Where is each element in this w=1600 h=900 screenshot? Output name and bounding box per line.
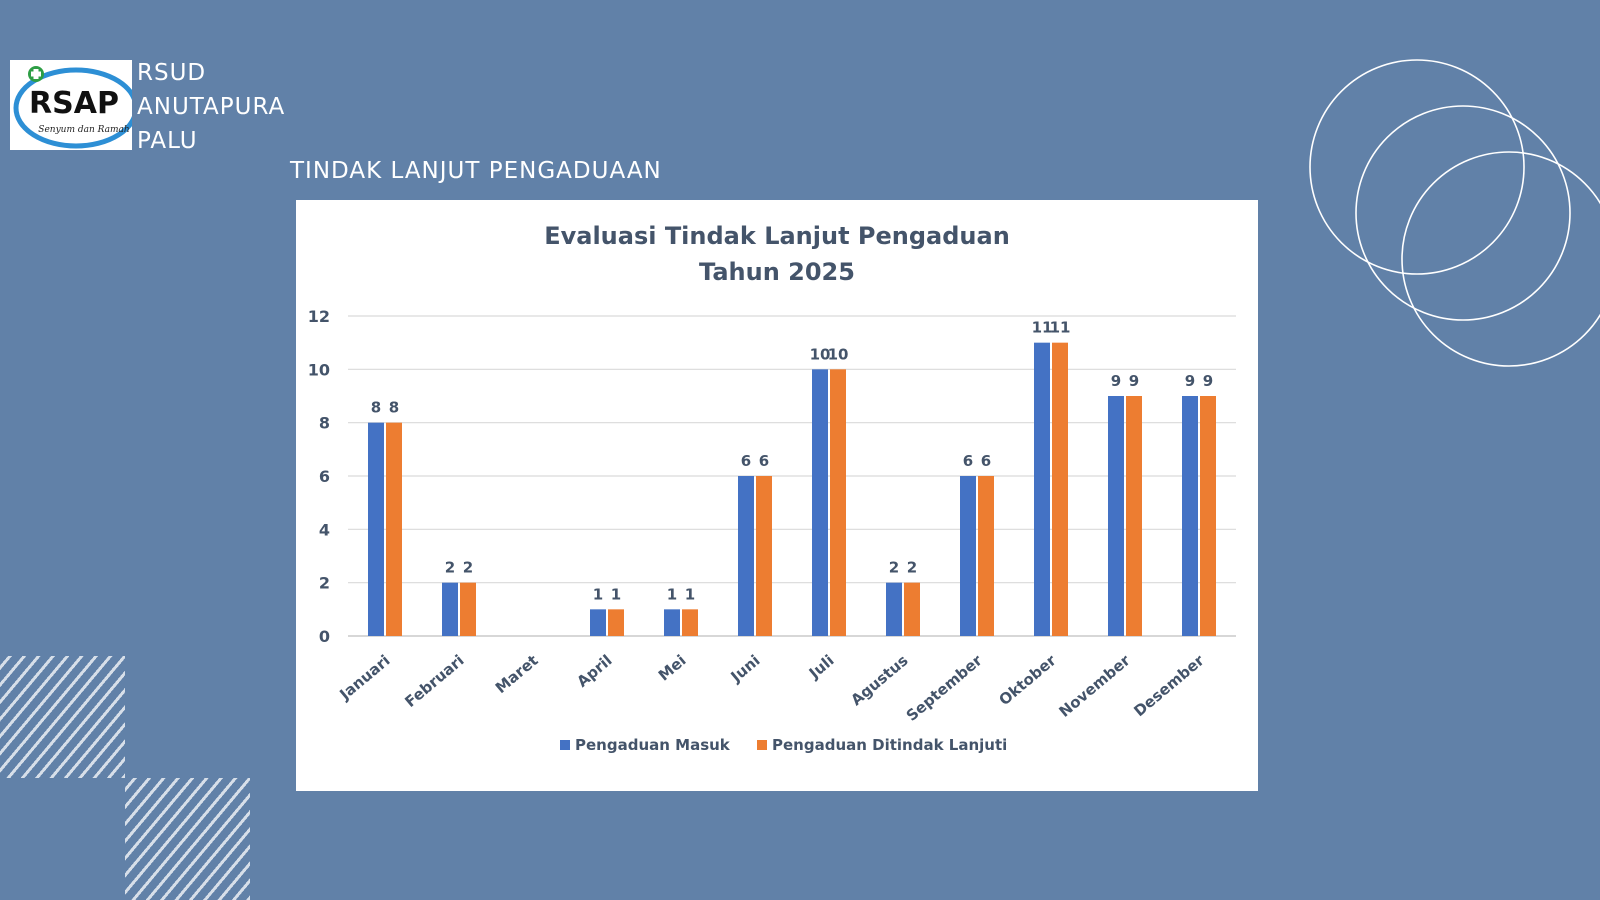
logo-text: RSAP — [29, 86, 119, 121]
chart-subtitle: Tahun 2025 — [699, 258, 855, 286]
data-label: 11 — [1032, 319, 1053, 337]
x-tick-label: Juni — [727, 651, 764, 686]
bar-pengaduan-ditindak-lanjuti — [386, 422, 402, 636]
bar-pengaduan-ditindak-lanjuti — [608, 609, 624, 636]
x-tick-label: Agustus — [847, 651, 911, 709]
data-label: 9 — [1111, 372, 1121, 390]
bar-pengaduan-ditindak-lanjuti — [460, 582, 476, 636]
hospital-name-line-3: PALU — [137, 128, 198, 154]
decorative-circles — [1309, 59, 1600, 367]
data-label: 2 — [907, 559, 917, 577]
deco-circle — [1309, 59, 1525, 275]
x-tick-label: Oktober — [996, 651, 1061, 709]
bar-pengaduan-ditindak-lanjuti — [682, 609, 698, 636]
data-label: 10 — [828, 345, 849, 363]
data-label: 1 — [611, 585, 621, 603]
y-tick-label: 10 — [308, 360, 330, 379]
x-tick-label: November — [1056, 651, 1134, 721]
bar-pengaduan-ditindak-lanjuti — [1126, 396, 1142, 636]
deco-circle — [1355, 105, 1571, 321]
x-tick-label: Mei — [655, 651, 690, 684]
data-label: 2 — [445, 559, 455, 577]
bar-pengaduan-ditindak-lanjuti — [904, 582, 920, 636]
data-label: 6 — [741, 452, 751, 470]
data-label: 10 — [810, 345, 831, 363]
logo-graphic: RSAP Senyum dan Ramah — [13, 66, 132, 149]
bar-pengaduan-masuk — [442, 582, 458, 636]
bar-pengaduan-ditindak-lanjuti — [1052, 342, 1068, 636]
data-label: 9 — [1185, 372, 1195, 390]
y-tick-label: 2 — [319, 574, 330, 593]
chart-card: Evaluasi Tindak Lanjut Pengaduan Tahun 20… — [296, 200, 1258, 791]
data-label: 6 — [759, 452, 769, 470]
deco-circle — [1401, 151, 1600, 367]
decorative-stripes — [0, 656, 125, 778]
data-label: 11 — [1050, 319, 1071, 337]
data-label: 8 — [389, 399, 399, 417]
bar-pengaduan-masuk — [812, 369, 828, 636]
hospital-name: RSUD ANUTAPURA PALU — [137, 56, 285, 158]
data-label: 1 — [593, 585, 603, 603]
data-label: 9 — [1203, 372, 1213, 390]
x-tick-label: Maret — [492, 651, 542, 697]
legend-label: Pengaduan Ditindak Lanjuti — [772, 736, 1007, 754]
decorative-stripes — [125, 778, 250, 900]
data-label: 9 — [1129, 372, 1139, 390]
x-tick-label: Desember — [1130, 651, 1208, 720]
page-title: TINDAK LANJUT PENGADUAAN — [290, 158, 662, 184]
chart-title: Evaluasi Tindak Lanjut Pengaduan — [544, 222, 1010, 250]
y-tick-label: 4 — [319, 520, 330, 539]
bar-pengaduan-masuk — [1034, 342, 1050, 636]
y-tick-label: 8 — [319, 414, 330, 433]
data-label: 1 — [667, 585, 677, 603]
bar-pengaduan-masuk — [886, 582, 902, 636]
y-tick-label: 12 — [308, 307, 330, 326]
hospital-name-line-2: ANUTAPURA — [137, 94, 286, 120]
x-tick-label: Februari — [401, 651, 467, 711]
data-label: 6 — [981, 452, 991, 470]
x-tick-label: Juli — [805, 651, 838, 682]
y-tick-label: 6 — [319, 467, 330, 486]
bar-pengaduan-masuk — [960, 476, 976, 636]
data-label: 2 — [463, 559, 473, 577]
data-label: 1 — [685, 585, 695, 603]
bar-pengaduan-masuk — [1108, 396, 1124, 636]
bar-pengaduan-ditindak-lanjuti — [756, 476, 772, 636]
bar-pengaduan-ditindak-lanjuti — [978, 476, 994, 636]
bar-pengaduan-ditindak-lanjuti — [830, 369, 846, 636]
hospital-name-line-1: RSUD — [137, 60, 207, 86]
bar-pengaduan-masuk — [664, 609, 680, 636]
bar-pengaduan-masuk — [738, 476, 754, 636]
legend-swatch — [757, 740, 767, 750]
bar-pengaduan-masuk — [590, 609, 606, 636]
hospital-logo: RSAP Senyum dan Ramah — [10, 60, 132, 150]
legend-label: Pengaduan Masuk — [575, 736, 731, 754]
data-label: 2 — [889, 559, 899, 577]
legend-swatch — [560, 740, 570, 750]
bar-pengaduan-masuk — [1182, 396, 1198, 636]
x-tick-label: April — [573, 651, 615, 691]
x-tick-label: September — [903, 651, 986, 725]
data-label: 6 — [963, 452, 973, 470]
data-label: 8 — [371, 399, 381, 417]
y-tick-label: 0 — [319, 627, 330, 646]
logo-tagline: Senyum dan Ramah — [38, 125, 129, 135]
x-tick-label: Januari — [335, 651, 393, 704]
bar-pengaduan-masuk — [368, 422, 384, 636]
bar-chart: Evaluasi Tindak Lanjut Pengaduan Tahun 20… — [308, 222, 1236, 754]
bar-pengaduan-ditindak-lanjuti — [1200, 396, 1216, 636]
